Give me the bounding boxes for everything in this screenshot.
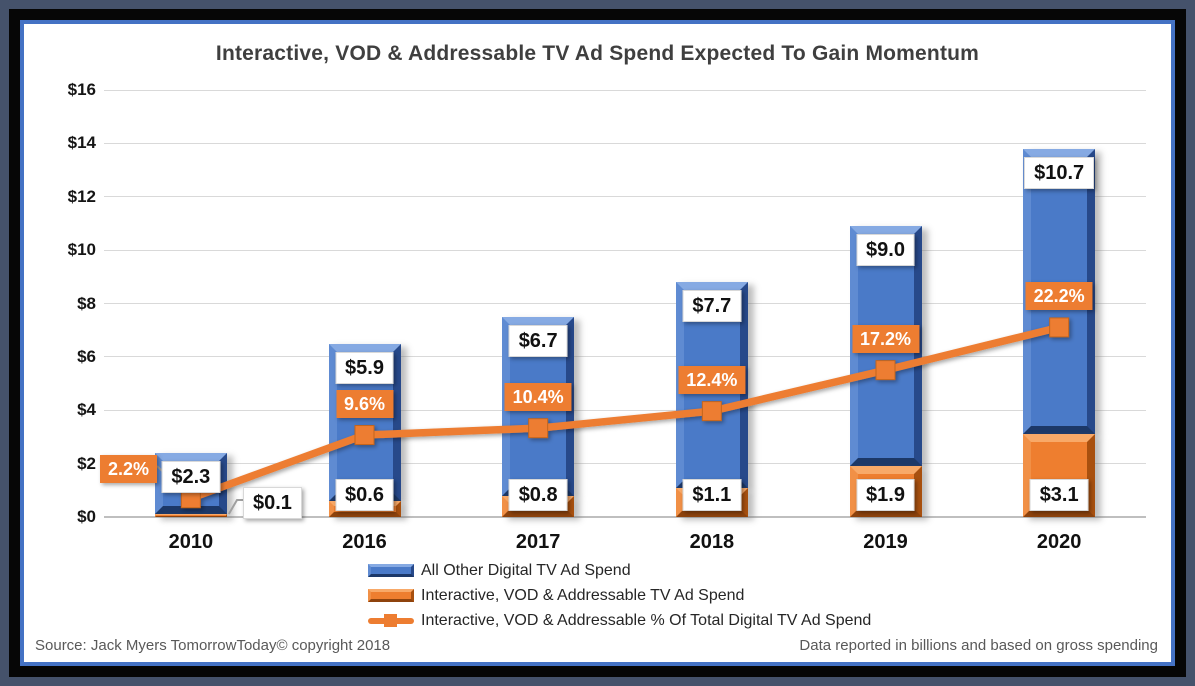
label-interactive-2020: $3.1 xyxy=(1029,479,1089,511)
x-label-2018: 2018 xyxy=(689,531,735,553)
x-label-2019: 2019 xyxy=(863,531,908,553)
gridline-$16 xyxy=(104,89,1146,91)
label-pct-2010: 2.2% xyxy=(100,455,158,483)
label-interactive-2018: $1.1 xyxy=(682,479,742,511)
x-label-2010: 2010 xyxy=(168,531,214,553)
y-tick-$6: $6 xyxy=(77,346,96,366)
label-interactive-2019: $1.9 xyxy=(856,479,915,511)
label-interactive-2010: $0.1 xyxy=(243,487,302,519)
legend-item-all-other: All Other Digital TV Ad Spend xyxy=(368,558,871,583)
gridline-$10 xyxy=(104,249,1146,251)
y-tick-$2: $2 xyxy=(77,453,96,473)
gridline-$8 xyxy=(104,303,1146,304)
y-tick-$14: $14 xyxy=(67,133,96,153)
label-other-2010: $2.3 xyxy=(161,460,221,493)
legend: All Other Digital TV Ad Spend Interactiv… xyxy=(368,558,871,633)
gridline-$2 xyxy=(104,463,1146,465)
y-tick-$12: $12 xyxy=(67,186,96,206)
label-other-2019: $9.0 xyxy=(856,234,915,267)
label-pct-2017: 10.4% xyxy=(504,383,572,412)
legend-label-interactive: Interactive, VOD & Addressable TV Ad Spe… xyxy=(421,586,745,604)
footer: Source: Jack Myers TomorrowToday© copyri… xyxy=(35,637,1158,654)
gridline-$4 xyxy=(104,409,1146,411)
legend-swatch-blue-bar-icon xyxy=(368,564,414,577)
gridline-$12 xyxy=(104,196,1146,198)
y-tick-$16: $16 xyxy=(67,80,96,99)
label-other-2016: $5.9 xyxy=(335,351,394,384)
footer-note: Data reported in billions and based on g… xyxy=(799,637,1158,654)
gridline-$14 xyxy=(104,142,1146,144)
label-other-2017: $6.7 xyxy=(508,324,568,357)
x-label-2020: 2020 xyxy=(1036,531,1082,553)
gridline-$6 xyxy=(104,356,1146,358)
label-pct-2016: 9.6% xyxy=(335,390,394,419)
x-label-2016: 2016 xyxy=(342,531,387,553)
label-other-2018: $7.7 xyxy=(682,290,742,323)
y-tick-$8: $8 xyxy=(77,293,96,313)
legend-swatch-line-marker-icon xyxy=(368,614,414,627)
percent-line xyxy=(189,323,1061,502)
label-other-2020: $10.7 xyxy=(1024,156,1095,189)
gridline-$0 xyxy=(104,516,1146,518)
label-pct-2018: 12.4% xyxy=(678,366,746,395)
legend-swatch-orange-bar-icon xyxy=(368,589,414,602)
y-tick-$10: $10 xyxy=(67,240,96,260)
y-tick-$4: $4 xyxy=(77,400,96,420)
leader-line-val-2010 xyxy=(227,499,243,515)
bar-interactive-2010 xyxy=(154,514,227,517)
label-pct-2019: 17.2% xyxy=(851,325,920,354)
footer-source: Source: Jack Myers TomorrowToday© copyri… xyxy=(35,637,391,654)
y-tick-$0: $0 xyxy=(77,507,96,526)
percent-line-group xyxy=(180,317,1070,509)
label-pct-2020: 22.2% xyxy=(1025,282,1093,311)
chart-title: Interactive, VOD & Addressable TV Ad Spe… xyxy=(215,42,980,65)
x-label-2017: 2017 xyxy=(515,531,561,553)
legend-item-interactive: Interactive, VOD & Addressable TV Ad Spe… xyxy=(368,583,871,608)
label-interactive-2017: $0.8 xyxy=(508,479,568,511)
legend-label-all-other: All Other Digital TV Ad Spend xyxy=(421,561,631,579)
legend-label-percent-line: Interactive, VOD & Addressable % Of Tota… xyxy=(421,611,872,629)
label-interactive-2016: $0.6 xyxy=(335,479,394,511)
legend-item-percent-line: Interactive, VOD & Addressable % Of Tota… xyxy=(368,608,871,633)
